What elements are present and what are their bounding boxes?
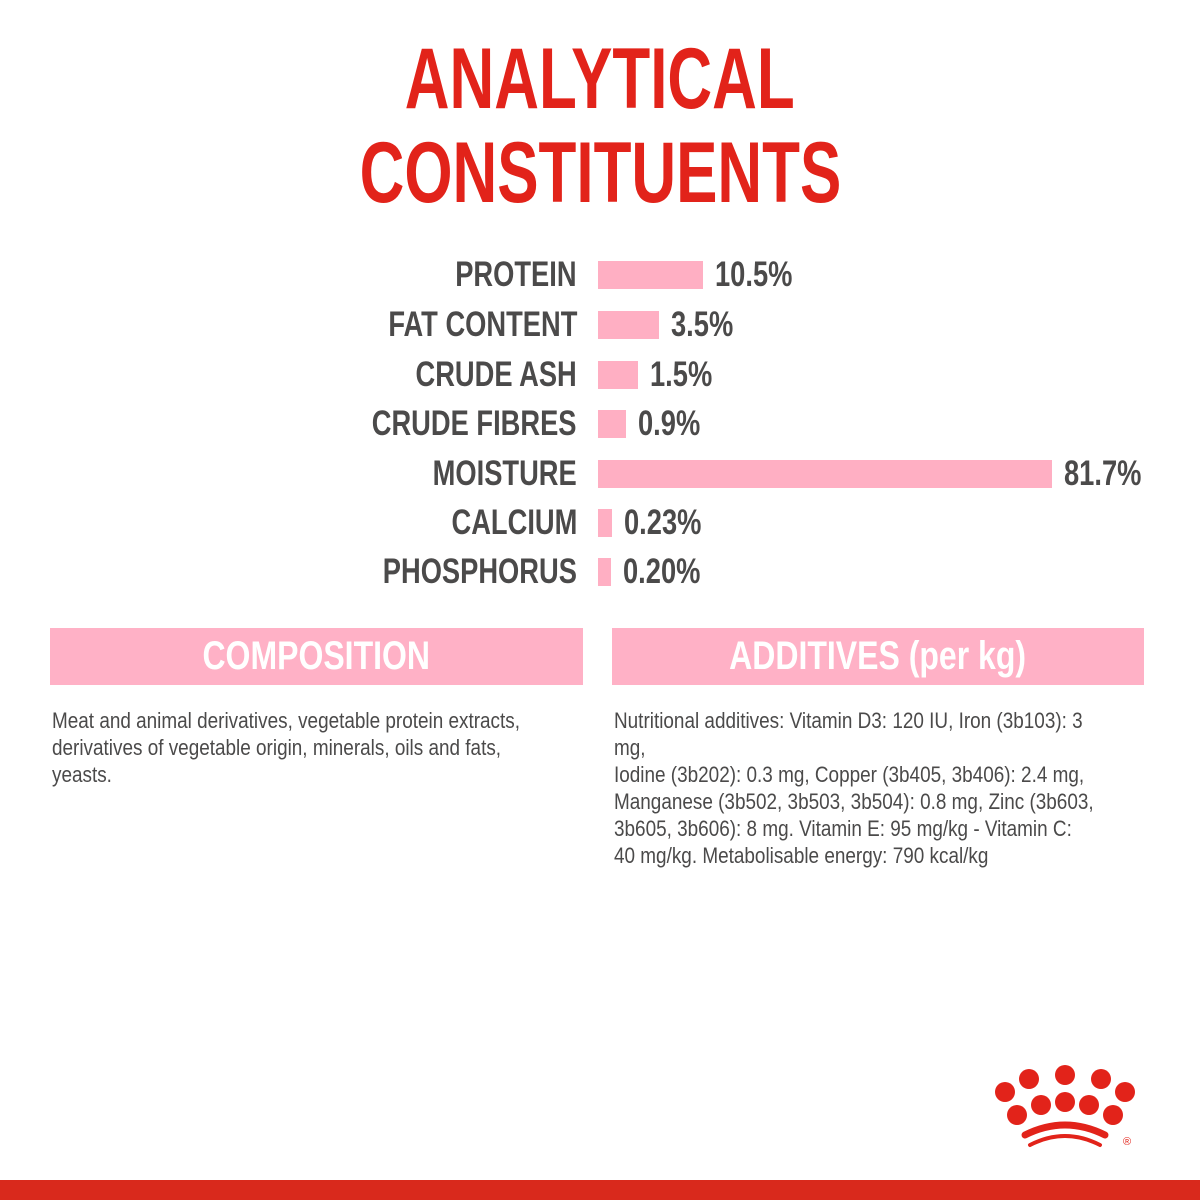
composition-line: Meat and animal derivatives, vegetable p… xyxy=(52,708,521,733)
value-label: 81.7% xyxy=(1064,454,1142,493)
registered-mark: ® xyxy=(1123,1136,1131,1148)
chart-row-crude-fibres: CRUDE FIBRES 0.9% xyxy=(0,404,1200,444)
composition-line: yeasts. xyxy=(52,762,112,787)
bar xyxy=(598,410,626,438)
chart-row-protein: PROTEIN 10.5% xyxy=(0,255,1200,295)
footer-bar xyxy=(0,1180,1200,1200)
composition-line: derivatives of vegetable origin, mineral… xyxy=(52,735,502,760)
bar xyxy=(598,311,659,339)
title-line-1: ANALYTICAL xyxy=(0,36,1200,122)
bar xyxy=(598,361,638,389)
chart-row-calcium: CALCIUM 0.23% xyxy=(0,503,1200,543)
value-label: 3.5% xyxy=(670,305,733,344)
additives-line: Manganese (3b502, 3b503, 3b504): 0.8 mg,… xyxy=(614,789,1094,814)
chart-row-moisture: MOISTURE 81.7% xyxy=(0,454,1200,494)
additives-heading: ADDITIVES (per kg) xyxy=(729,634,1027,678)
additives-line: Nutritional additives: Vitamin D3: 120 I… xyxy=(614,708,1083,760)
composition-text: Meat and animal derivatives, vegetable p… xyxy=(52,707,520,788)
chart-row-phosphorus: PHOSPHORUS 0.20% xyxy=(0,552,1200,592)
additives-header: ADDITIVES (per kg) xyxy=(612,628,1144,685)
category-label: PHOSPHORUS xyxy=(382,552,577,591)
category-label: PROTEIN xyxy=(455,255,577,294)
composition-header: COMPOSITION xyxy=(50,628,583,685)
category-label: MOISTURE xyxy=(432,454,577,493)
chart-row-crude-ash: CRUDE ASH 1.5% xyxy=(0,355,1200,395)
value-label: 0.23% xyxy=(623,503,702,542)
title-text: CONSTITUENTS xyxy=(359,125,841,221)
category-label: CALCIUM xyxy=(451,503,577,542)
bar xyxy=(598,558,612,586)
bar xyxy=(598,460,1052,488)
category-label: CRUDE ASH xyxy=(415,355,577,394)
royal-canin-crown-logo: ® xyxy=(995,1065,1135,1148)
bar xyxy=(598,509,612,537)
additives-line: 40 mg/kg. Metabolisable energy: 790 kcal… xyxy=(614,843,989,868)
value-label: 1.5% xyxy=(649,355,712,394)
additives-line: 3b605, 3b606): 8 mg. Vitamin E: 95 mg/kg… xyxy=(614,816,1072,841)
value-label: 0.9% xyxy=(637,404,700,443)
additives-line: Iodine (3b202): 0.3 mg, Copper (3b405, 3… xyxy=(614,762,1085,787)
value-label: 10.5% xyxy=(715,255,793,294)
additives-text: Nutritional additives: Vitamin D3: 120 I… xyxy=(614,707,1118,869)
chart-row-fat-content: FAT CONTENT 3.5% xyxy=(0,305,1200,345)
bar xyxy=(598,261,703,289)
composition-heading: COMPOSITION xyxy=(202,634,431,678)
title-line-2: CONSTITUENTS xyxy=(0,130,1200,216)
category-label: CRUDE FIBRES xyxy=(372,404,577,443)
title-text: ANALYTICAL xyxy=(405,31,795,127)
category-label: FAT CONTENT xyxy=(387,305,577,344)
value-label: 0.20% xyxy=(623,552,701,591)
